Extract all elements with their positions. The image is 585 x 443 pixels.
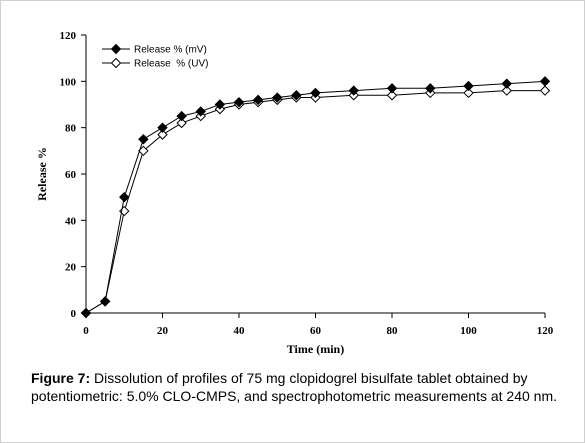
chart-axes (85, 35, 545, 314)
y-tick-label: 120 (60, 30, 77, 42)
x-tick-label: 20 (157, 325, 169, 337)
y-tick-label: 80 (65, 123, 77, 135)
caption-label: Figure 7: (31, 370, 91, 386)
caption-text: Dissolution of profiles of 75 mg clopido… (31, 370, 558, 404)
legend-label: Release % (UV) (134, 59, 208, 70)
chart-legend: Release % (mV) Release % (UV) (102, 43, 208, 70)
series-uv-point (539, 85, 551, 96)
y-tick-label: 20 (65, 262, 77, 274)
series-mv-point (80, 307, 92, 319)
series-uv (80, 85, 551, 319)
series-mv-point (425, 83, 436, 94)
series-mv-line (85, 80, 546, 314)
series-uv-line (85, 90, 545, 314)
series-mv-point (233, 96, 245, 108)
series-mv-point (539, 76, 551, 87)
series-mv-point (310, 87, 321, 99)
series-uv-point (501, 85, 512, 96)
series-uv-point (157, 129, 168, 140)
legend-uv-marker (110, 57, 122, 69)
series-mv-point (157, 122, 168, 133)
x-tick-label: 60 (310, 325, 322, 337)
series-uv-point (386, 90, 398, 101)
series-mv-point (463, 80, 474, 92)
legend-mv-marker (110, 43, 122, 55)
release-profile-chart: 0 20 40 60 80 100 120 0 20 40 60 80 100 120 Release %… (35, 30, 554, 356)
series-mv-point (386, 83, 398, 94)
series-mv-point (119, 191, 130, 203)
series-mv-point (99, 296, 111, 307)
figure-caption: Figure 7: Dissolution of profiles of 75 … (31, 369, 561, 405)
legend-label: Release % (mV) (134, 45, 207, 56)
x-tick-label: 0 (83, 325, 89, 337)
series-mv-point (195, 106, 206, 117)
series-mv-point (176, 110, 187, 122)
series-mv-point (501, 78, 512, 89)
y-tick-label: 60 (65, 169, 77, 181)
y-tick-label: 0 (71, 308, 77, 320)
legend-entry: Release % (UV) (102, 57, 208, 70)
series-uv-point (463, 87, 474, 99)
series-mv-point (252, 94, 264, 106)
x-tick-label: 40 (234, 325, 246, 337)
series-mv-point (348, 85, 359, 96)
series-mv (80, 76, 551, 319)
chart-ticks: 0 20 40 60 80 100 120 0 20 40 60 80 100 120 (60, 30, 554, 337)
y-axis-title: Release % (35, 147, 49, 201)
series-mv-point (214, 99, 226, 110)
x-tick-label: 120 (537, 325, 554, 337)
y-tick-label: 100 (60, 76, 77, 88)
y-tick-label: 40 (65, 215, 77, 227)
x-axis-title: Time (min) (287, 342, 344, 356)
x-tick-label: 80 (387, 325, 399, 337)
chart-series (80, 76, 551, 319)
x-tick-label: 100 (460, 325, 477, 337)
series-mv-point (291, 90, 302, 101)
series-mv-point (272, 92, 283, 103)
series-uv-point (176, 117, 187, 129)
legend-entry: Release % (mV) (102, 43, 207, 56)
series-mv-point (138, 134, 149, 145)
